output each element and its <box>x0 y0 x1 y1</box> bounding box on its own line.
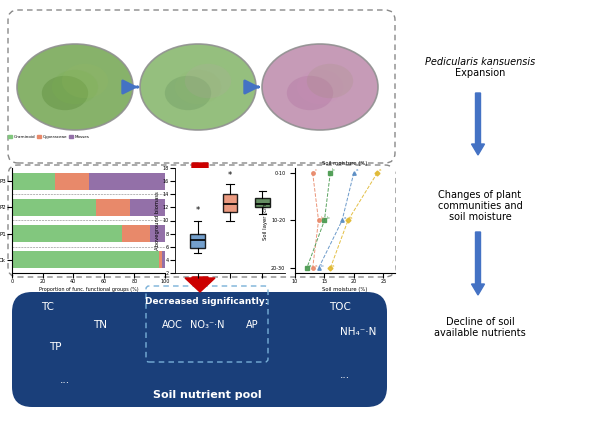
Text: b: b <box>320 264 323 268</box>
Text: NH₄⁻·N: NH₄⁻·N <box>340 327 376 337</box>
Text: a: a <box>379 168 382 173</box>
Ellipse shape <box>17 44 133 130</box>
X-axis label: Proportion of func. functional groups (%): Proportion of func. functional groups (%… <box>38 287 139 292</box>
Ellipse shape <box>297 70 343 104</box>
Text: NO₃⁻·N: NO₃⁻·N <box>190 320 224 330</box>
Text: *: * <box>196 206 200 215</box>
Text: TC: TC <box>41 302 55 312</box>
FancyBboxPatch shape <box>8 10 395 163</box>
Text: communities and: communities and <box>437 201 523 211</box>
FancyBboxPatch shape <box>12 292 387 407</box>
Ellipse shape <box>62 64 108 98</box>
Text: AOC: AOC <box>161 320 182 330</box>
PathPatch shape <box>190 234 205 248</box>
Text: a: a <box>314 264 317 268</box>
Text: a: a <box>356 168 358 173</box>
Text: TN: TN <box>93 320 107 330</box>
Ellipse shape <box>140 44 256 130</box>
Bar <box>55 173 89 190</box>
FancyArrow shape <box>185 277 215 292</box>
Text: available nutrients: available nutrients <box>434 328 526 338</box>
Text: Soil nutrient pool: Soil nutrient pool <box>152 390 262 400</box>
Bar <box>130 199 165 216</box>
Ellipse shape <box>175 70 221 104</box>
Legend: Graminoid, Cyperaceae, Mosses: Graminoid, Cyperaceae, Mosses <box>7 133 91 141</box>
Ellipse shape <box>287 76 333 110</box>
Ellipse shape <box>185 64 231 98</box>
Text: Expansion: Expansion <box>455 68 505 78</box>
Text: ...: ... <box>340 370 350 380</box>
PathPatch shape <box>255 198 269 207</box>
Text: soil moisture: soil moisture <box>449 212 511 222</box>
Text: Decline of soil: Decline of soil <box>446 317 514 327</box>
Text: Pedicularis kansuensis: Pedicularis kansuensis <box>425 57 535 67</box>
Bar <box>12 173 55 190</box>
Text: b: b <box>332 168 335 173</box>
Bar <box>89 173 165 190</box>
Bar <box>162 251 165 268</box>
PathPatch shape <box>223 194 237 212</box>
Bar <box>96 199 130 216</box>
Text: c: c <box>314 168 317 173</box>
Bar <box>12 199 96 216</box>
Ellipse shape <box>165 76 211 110</box>
Text: a: a <box>308 264 311 268</box>
Bar <box>12 225 122 242</box>
Text: a: a <box>332 264 335 268</box>
Bar <box>159 251 162 268</box>
Bar <box>122 225 150 242</box>
FancyArrow shape <box>472 232 485 295</box>
Ellipse shape <box>307 64 353 98</box>
Y-axis label: Soil layer (cm): Soil layer (cm) <box>263 201 268 240</box>
Text: AP: AP <box>245 320 259 330</box>
Bar <box>150 225 165 242</box>
Text: a: a <box>350 216 352 220</box>
Y-axis label: Aboveground biomass: Aboveground biomass <box>155 191 160 250</box>
X-axis label: Soil moisture (%): Soil moisture (%) <box>322 287 368 292</box>
Ellipse shape <box>262 44 378 130</box>
Title: Soil moisture (%): Soil moisture (%) <box>322 161 368 166</box>
Bar <box>12 251 159 268</box>
Ellipse shape <box>42 76 88 110</box>
FancyArrow shape <box>185 163 215 183</box>
Text: Decreased significantly:: Decreased significantly: <box>145 297 269 306</box>
Text: TOC: TOC <box>329 302 351 312</box>
Text: b: b <box>320 216 323 220</box>
Text: b: b <box>326 216 329 220</box>
Text: a: a <box>344 216 346 220</box>
Ellipse shape <box>52 70 98 104</box>
FancyArrow shape <box>472 93 485 155</box>
Text: TP: TP <box>49 342 61 352</box>
Text: *: * <box>228 171 232 180</box>
FancyBboxPatch shape <box>8 165 395 277</box>
Text: Changes of plant: Changes of plant <box>439 190 521 200</box>
Text: ...: ... <box>60 375 70 385</box>
